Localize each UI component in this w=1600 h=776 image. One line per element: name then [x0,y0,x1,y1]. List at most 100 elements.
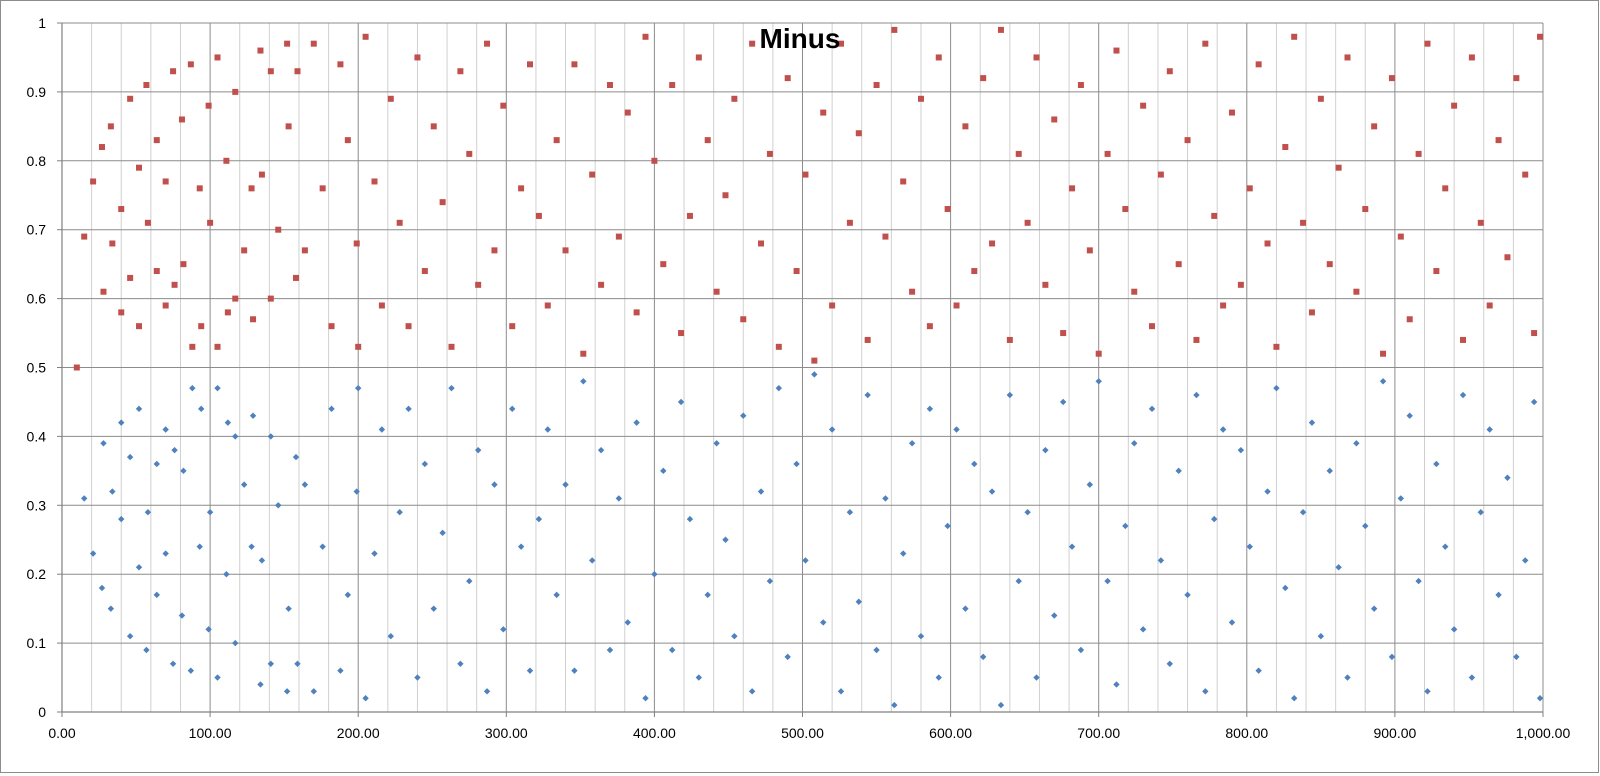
data-point-square [1537,33,1544,40]
data-point-diamond [606,646,614,654]
data-point-diamond [439,529,446,537]
data-point-diamond [248,543,255,550]
data-point-diamond [900,550,907,557]
data-point-diamond [1477,508,1484,516]
data-point-square [846,219,853,226]
chart-title: Minus [760,23,841,54]
data-point-square [1300,219,1307,226]
data-point-diamond [1353,440,1360,447]
data-point-diamond [1077,646,1085,654]
data-point-square [275,226,282,233]
data-point-square [223,157,230,164]
data-point-diamond [205,626,212,633]
data-point-square [1468,54,1475,61]
data-point-square [1344,54,1351,61]
data-point-square [109,240,116,247]
data-point-square [882,233,889,240]
data-point-square [198,323,205,330]
data-point-diamond [118,419,125,426]
data-point-square [439,199,446,206]
data-point-diamond [971,460,978,468]
data-point-square [1433,268,1440,275]
data-point-diamond [1282,584,1289,592]
data-point-diamond [189,384,196,392]
data-point-square [1495,137,1502,144]
data-point-diamond [162,426,169,433]
data-point-square [136,164,143,171]
data-point-diamond [784,653,791,661]
data-point-square [118,206,125,213]
data-point-square [1451,102,1458,109]
data-point-square [909,288,916,295]
data-point-diamond [1468,674,1476,681]
data-point-diamond [1335,564,1342,571]
y-tick-label: 0.7 [27,222,47,238]
data-point-diamond [214,674,221,681]
data-point-square [189,343,196,350]
data-point-square [695,54,702,61]
data-point-diamond [491,481,498,488]
data-point-diamond [1024,508,1031,516]
data-point-square [475,281,482,288]
data-point-diamond [1139,626,1147,633]
data-point-diamond [1202,688,1209,695]
data-point-diamond [474,446,482,454]
data-point-diamond [232,639,239,647]
data-point-square [518,185,525,192]
data-point-square [337,61,344,68]
data-point-diamond [1246,543,1253,550]
data-point-diamond [740,412,747,419]
data-point-square [430,123,437,130]
data-point-square [1486,302,1493,309]
data-point-diamond [275,502,282,509]
data-point-diamond [1273,384,1280,392]
data-point-square [1024,219,1031,226]
data-point-diamond [1113,681,1120,688]
data-point-square [1077,82,1084,89]
data-point-diamond [378,426,386,433]
x-tick-label: 0.00 [48,725,75,741]
data-point-square [891,26,898,33]
data-point-diamond [1379,378,1387,385]
data-point-square [1353,288,1360,295]
data-point-diamond [1495,591,1502,599]
data-point-diamond [143,646,150,654]
data-point-diamond [1299,508,1307,516]
data-point-square [466,150,473,157]
x-tick-label: 1,000.00 [1516,725,1571,741]
data-point-diamond [421,460,429,468]
data-point-square [660,261,667,268]
data-point-diamond [855,598,862,605]
y-tick-label: 0.1 [27,635,47,651]
data-point-square [371,178,378,185]
data-point-diamond [328,405,335,413]
data-point-square [1184,137,1191,144]
data-point-diamond [109,488,116,495]
data-point-square [713,288,720,295]
data-point-diamond [371,550,378,557]
data-point-square [1104,150,1111,157]
data-point-diamond [1450,626,1458,633]
data-point-diamond [135,564,143,571]
data-point-square [1086,247,1093,254]
data-point-square [294,68,301,75]
data-point-diamond [651,571,658,578]
data-point-square [143,82,150,89]
data-point-diamond [180,467,187,475]
data-point-square [873,82,880,89]
data-point-square [500,102,507,109]
data-point-diamond [979,653,987,661]
x-tick-label: 200.00 [337,725,380,741]
data-point-square [1220,302,1227,309]
data-point-square [1522,171,1529,178]
data-point-diamond [526,667,534,674]
data-point-square [1175,261,1182,268]
data-point-square [1397,233,1404,240]
data-point-diamond [1433,460,1440,468]
data-point-diamond [1513,653,1520,661]
data-point-diamond [615,495,623,502]
data-point-square [241,247,248,254]
data-point-diamond [677,398,685,406]
y-tick-label: 0.4 [27,428,47,444]
